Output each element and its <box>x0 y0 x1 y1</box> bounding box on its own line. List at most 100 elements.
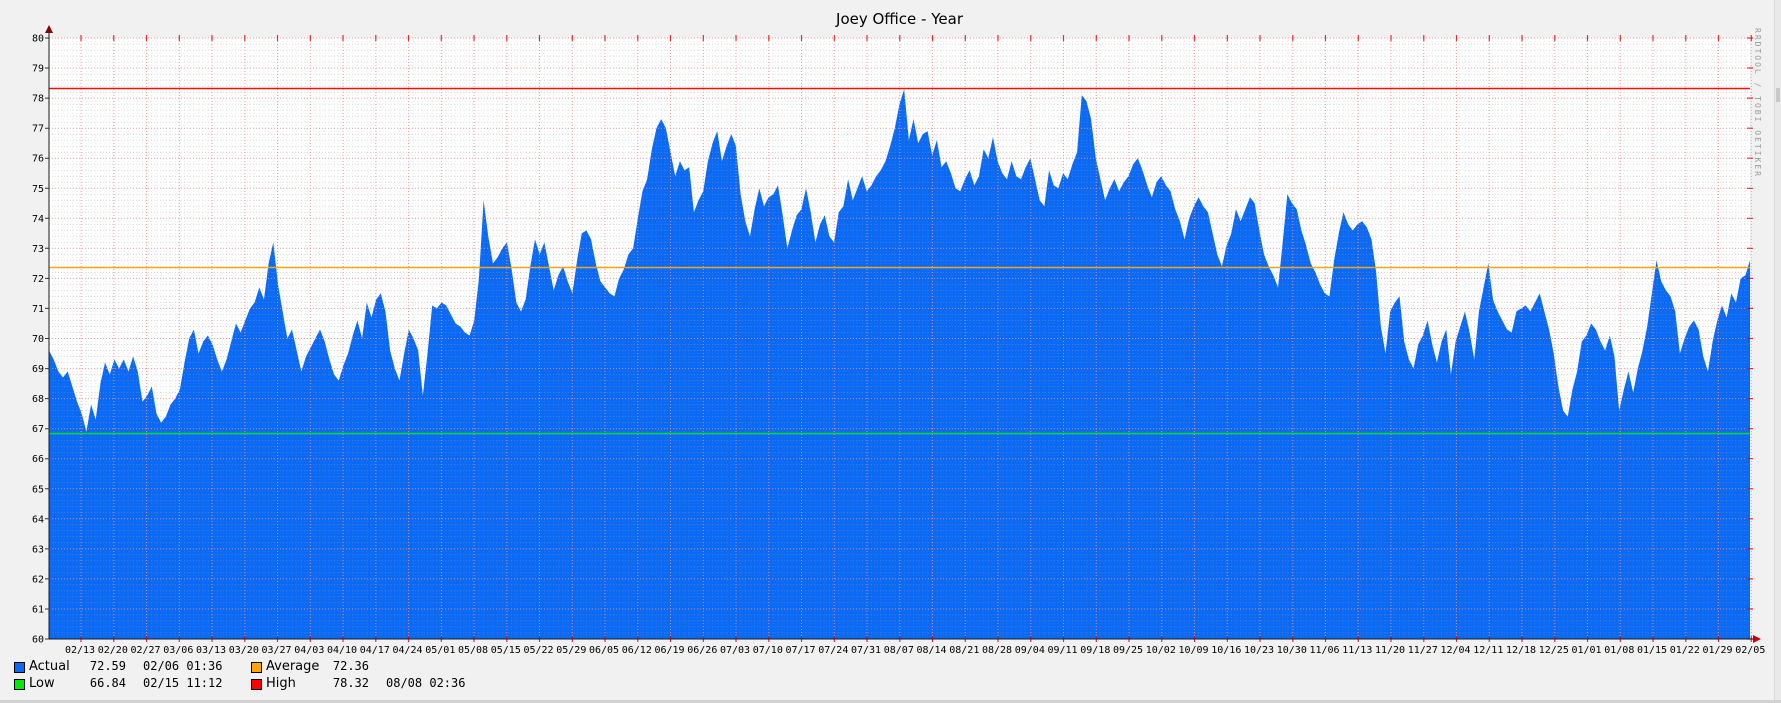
y-axis-label: 67 <box>32 424 44 435</box>
temperature-area <box>49 89 1750 640</box>
y-axis-label: 72 <box>32 274 44 285</box>
y-axis-label: 70 <box>32 334 44 345</box>
x-axis-label: 11/06 <box>1309 645 1339 656</box>
x-axis-label: 06/26 <box>687 645 717 656</box>
y-axis-label: 60 <box>32 635 44 646</box>
x-axis-label: 10/16 <box>1211 645 1241 656</box>
legend-value-average: 72.36 <box>332 659 369 673</box>
legend-label-actual: Actual <box>29 659 70 674</box>
y-axis-label: 61 <box>32 605 44 616</box>
x-axis-label: 06/12 <box>622 645 652 656</box>
y-axis-label: 66 <box>32 454 44 465</box>
y-axis-label: 65 <box>32 484 44 495</box>
legend-value-actual: 72.59 <box>89 659 126 673</box>
chart-title: Joey Office - Year <box>836 10 963 28</box>
y-axis-label: 62 <box>32 574 44 585</box>
x-axis-label: 04/03 <box>294 645 324 656</box>
watermark: RRDTOOL / TOBI OETIKER <box>1753 28 1762 178</box>
x-axis-label: 01/15 <box>1637 645 1667 656</box>
x-axis-label: 01/08 <box>1604 645 1634 656</box>
x-axis-label: 06/19 <box>654 645 684 656</box>
x-axis-label: 08/21 <box>949 645 979 656</box>
y-axis-label: 75 <box>32 184 44 195</box>
y-axis-label: 77 <box>32 124 44 135</box>
x-axis-label: 08/28 <box>982 645 1012 656</box>
x-axis-label: 04/24 <box>392 645 422 656</box>
x-axis-label: 09/25 <box>1113 645 1143 656</box>
legend-timestamp-high: 08/08 02:36 <box>386 676 466 690</box>
x-axis-label: 03/27 <box>261 645 291 656</box>
high-swatch <box>251 678 262 690</box>
x-axis-label: 05/08 <box>458 645 488 656</box>
legend-timestamp-actual: 02/06 01:36 <box>143 659 223 673</box>
y-axis-label: 78 <box>32 94 44 105</box>
y-axis-label: 76 <box>32 154 44 165</box>
legend-label-average: Average <box>266 659 320 674</box>
x-axis-label: 02/27 <box>130 645 160 656</box>
x-axis-label: 04/17 <box>360 645 390 656</box>
x-axis-label: 10/02 <box>1146 645 1176 656</box>
x-axis-label: 09/11 <box>1047 645 1077 656</box>
x-axis-label: 12/18 <box>1506 645 1536 656</box>
y-axis-label: 80 <box>32 34 44 45</box>
scrollbar-thumb[interactable] <box>1776 88 1780 102</box>
x-axis-label: 01/01 <box>1571 645 1601 656</box>
x-axis-label: 12/25 <box>1539 645 1569 656</box>
x-axis-label: 01/22 <box>1670 645 1700 656</box>
x-axis-label: 12/11 <box>1473 645 1503 656</box>
y-axis-label: 63 <box>32 544 44 555</box>
scrollbar-track[interactable] <box>1774 0 1781 700</box>
x-axis-label: 03/06 <box>163 645 193 656</box>
x-axis-label: 09/04 <box>1015 645 1045 656</box>
legend-row-2: Low 66.84 02/15 11:12 High 78.32 08/08 0… <box>0 675 900 692</box>
x-axis-label: 10/09 <box>1178 645 1208 656</box>
x-axis-label: 05/29 <box>556 645 586 656</box>
x-axis-label: 10/30 <box>1277 645 1307 656</box>
legend-row-1: Actual 72.59 02/06 01:36 Average 72.36 <box>0 658 900 675</box>
grid-major-vertical <box>80 38 1752 639</box>
x-axis-label: 11/27 <box>1408 645 1438 656</box>
x-axis-label: 11/13 <box>1342 645 1372 656</box>
x-axis-label: 05/22 <box>523 645 553 656</box>
legend-timestamp-low: 02/15 11:12 <box>143 676 223 690</box>
low-swatch <box>14 678 25 690</box>
x-axis-label: 11/20 <box>1375 645 1405 656</box>
legend-value-high: 78.32 <box>332 676 369 690</box>
x-axis-label: 08/07 <box>884 645 914 656</box>
x-axis-arrow <box>1753 635 1761 643</box>
x-axis-label: 09/18 <box>1080 645 1110 656</box>
y-axis-label: 73 <box>32 244 44 255</box>
x-axis-label: 01/29 <box>1702 645 1732 656</box>
x-axis-label: 02/20 <box>98 645 128 656</box>
legend-label-high: High <box>266 676 296 691</box>
x-axis-label: 07/17 <box>785 645 815 656</box>
y-axis-label: 74 <box>32 214 44 225</box>
y-axis-label: 64 <box>32 514 44 525</box>
legend-label-low: Low <box>29 676 55 691</box>
average-swatch <box>251 661 262 673</box>
x-axis-label: 10/23 <box>1244 645 1274 656</box>
x-axis-label: 03/13 <box>196 645 226 656</box>
x-axis-label: 07/24 <box>818 645 848 656</box>
y-axis-label: 71 <box>32 304 44 315</box>
legend-value-low: 66.84 <box>89 676 126 690</box>
y-axis-label: 79 <box>32 64 44 75</box>
y-axis-ticks <box>45 37 49 640</box>
y-axis-label: 68 <box>32 394 44 405</box>
x-axis-label: 12/04 <box>1440 645 1470 656</box>
x-axis-label: 02/13 <box>65 645 95 656</box>
y-axis-arrow <box>45 25 53 33</box>
legend: Actual 72.59 02/06 01:36 Average 72.36 L… <box>0 658 900 692</box>
x-axis-label: 07/03 <box>720 645 750 656</box>
x-axis-label: 06/05 <box>589 645 619 656</box>
x-axis-label: 07/10 <box>753 645 783 656</box>
x-axis-label: 02/05 <box>1735 645 1765 656</box>
x-axis-label: 03/20 <box>229 645 259 656</box>
x-axis-label: 04/10 <box>327 645 357 656</box>
y-axis-label: 69 <box>32 364 44 375</box>
x-axis-label: 05/15 <box>491 645 521 656</box>
x-axis-label: 07/31 <box>851 645 881 656</box>
x-axis-label: 05/01 <box>425 645 455 656</box>
